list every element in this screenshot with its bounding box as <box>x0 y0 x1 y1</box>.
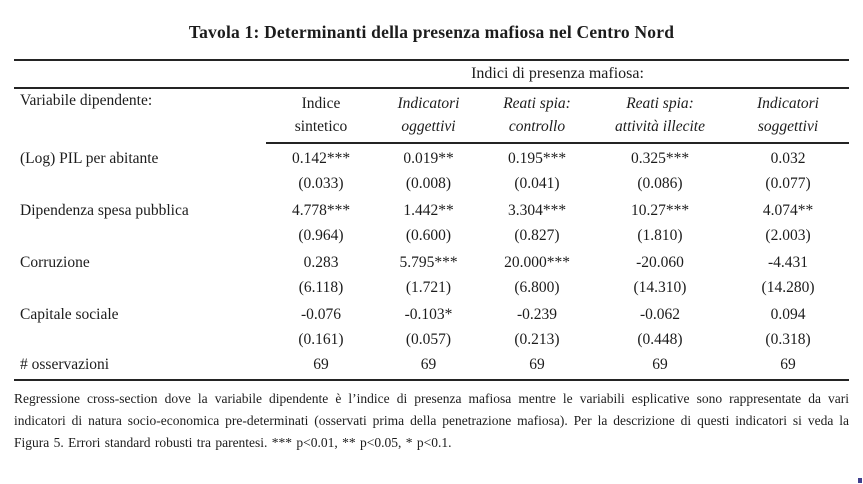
row-label: Capitale sociale <box>20 306 119 323</box>
se-cell: (0.041) <box>514 175 560 192</box>
se-cell: (6.118) <box>298 279 344 296</box>
table-row-coefficients: Dipendenza spesa pubblica 4.778*** 1.442… <box>14 196 849 223</box>
observations-row: # osservazioni 69 69 69 69 69 <box>14 352 850 381</box>
table-title: Tavola 1: Determinanti della presenza ma… <box>188 22 675 42</box>
table-row-std-errors: (0.964) (0.600) (0.827) (1.810) (2.003) <box>14 223 849 248</box>
table-row-std-errors: (0.033) (0.008) (0.041) (0.086) (0.077) <box>14 171 849 196</box>
span-header-spacer <box>14 60 266 89</box>
observations-label: # osservazioni <box>14 352 266 381</box>
row-label: Dipendenza spesa pubblica <box>20 202 189 219</box>
se-cell: (0.008) <box>405 175 452 192</box>
coef-cell: 0.142*** <box>291 150 351 167</box>
se-cell: (0.600) <box>405 227 452 244</box>
se-cell: (6.800) <box>514 279 560 296</box>
coef-cell: 0.283 <box>303 254 339 271</box>
coef-cell: 10.27*** <box>630 202 690 219</box>
coef-cell: 0.019** <box>403 150 454 167</box>
paper-table-page: Tavola 1: Determinanti della presenza ma… <box>14 22 850 450</box>
coef-cell: -0.103* <box>404 306 453 323</box>
row-header-label: Variabile dipendente: <box>20 92 153 109</box>
coef-cell: -0.076 <box>300 306 342 323</box>
se-cell: (0.086) <box>637 175 683 192</box>
corner-artifact <box>858 478 862 483</box>
se-cell: (0.077) <box>765 175 811 192</box>
column-header-indicatori-soggettivi: Indicatori soggettivi <box>757 95 819 135</box>
table-row-coefficients: (Log) PIL per abitante 0.142*** 0.019** … <box>14 143 849 171</box>
se-cell: (1.810) <box>637 227 683 244</box>
regression-table: Indici di presenza mafiosa: Variabile di… <box>14 59 850 381</box>
coef-cell: -4.431 <box>767 254 809 271</box>
column-header-reati-spia-controllo: Reati spia: controllo <box>503 95 571 135</box>
obs-cell: 69 <box>593 352 727 381</box>
column-header-indice-sintetico: Indice sintetico <box>294 95 348 135</box>
coef-cell: -20.060 <box>636 254 684 271</box>
row-label: Corruzione <box>20 254 90 271</box>
coef-cell: 0.195*** <box>507 150 567 167</box>
obs-cell: 69 <box>376 352 481 381</box>
coef-cell: 3.304*** <box>507 202 567 219</box>
se-cell: (0.448) <box>637 331 683 348</box>
coef-cell: -0.239 <box>516 306 558 323</box>
table-row-coefficients: Capitale sociale -0.076 -0.103* -0.239 -… <box>14 300 849 327</box>
column-header-reati-spia-attivita-illecite: Reati spia: attività illecite <box>615 95 705 135</box>
span-header-row: Indici di presenza mafiosa: <box>14 60 850 89</box>
span-header: Indici di presenza mafiosa: <box>266 60 850 89</box>
se-cell: (0.057) <box>405 331 452 348</box>
coef-cell: 4.074** <box>762 202 814 219</box>
se-cell: (0.827) <box>514 227 560 244</box>
table-row-std-errors: (6.118) (1.721) (6.800) (14.310) (14.280… <box>14 275 849 300</box>
coef-cell: 0.094 <box>770 306 806 323</box>
coef-cell: 0.032 <box>770 150 806 167</box>
coef-cell: 1.442** <box>403 202 454 219</box>
se-cell: (0.033) <box>298 175 344 192</box>
se-cell: (0.318) <box>765 331 811 348</box>
table-footnote: Regressione cross-section dove la variab… <box>14 391 849 450</box>
table-row-std-errors: (0.161) (0.057) (0.213) (0.448) (0.318) <box>14 327 849 352</box>
column-header-row: Variabile dipendente: Indice sintetico I… <box>14 88 850 144</box>
column-header-indicatori-oggettivi: Indicatori oggettivi <box>397 95 460 135</box>
se-cell: (14.280) <box>761 279 815 296</box>
table-row-coefficients: Corruzione 0.283 5.795*** 20.000*** -20.… <box>14 248 849 275</box>
coef-cell: 5.795*** <box>399 254 458 271</box>
coef-cell: -0.062 <box>639 306 681 323</box>
coef-cell: 20.000*** <box>504 254 570 271</box>
row-label: (Log) PIL per abitante <box>20 149 159 167</box>
obs-cell: 69 <box>481 352 593 381</box>
coef-cell: 4.778*** <box>291 202 351 219</box>
coef-cell: 0.325*** <box>630 150 690 167</box>
obs-cell: 69 <box>727 352 850 381</box>
se-cell: (0.161) <box>298 331 344 348</box>
se-cell: (0.213) <box>514 331 560 348</box>
se-cell: (2.003) <box>765 227 811 244</box>
se-cell: (1.721) <box>405 279 452 296</box>
se-cell: (14.310) <box>633 279 687 296</box>
obs-cell: 69 <box>266 352 376 381</box>
se-cell: (0.964) <box>298 227 344 244</box>
